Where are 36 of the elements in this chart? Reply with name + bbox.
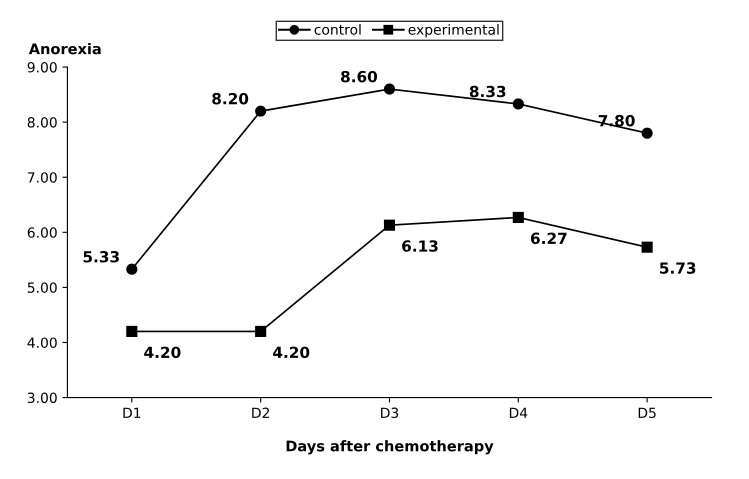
point [126, 264, 138, 275]
point [642, 128, 653, 139]
data-label: 4.20 [144, 346, 180, 358]
x-tick-label: D2 [252, 408, 270, 418]
y-tick-label: 9.00 [28, 62, 57, 73]
y-tick-label: 4.00 [27, 337, 57, 348]
data-label: 8.60 [341, 70, 378, 82]
point [384, 220, 396, 231]
y-tick-label: 8.00 [28, 117, 57, 128]
point [384, 84, 396, 95]
data-label: 6.13 [402, 240, 438, 252]
point [512, 98, 524, 110]
x-axis-title: Days after chemotherapy [286, 440, 494, 454]
legend-label: control [314, 24, 361, 35]
data-label: 5.33 [84, 250, 119, 263]
data-label: 8.33 [470, 86, 506, 98]
x-tick-label: D5 [638, 408, 656, 418]
x-tick-label: D1 [123, 408, 140, 418]
point [255, 326, 266, 338]
point [255, 106, 266, 117]
point [642, 242, 653, 253]
x-tick-label: D4 [510, 408, 528, 418]
legend-label: experimental [408, 24, 499, 38]
y-tick-label: 6.00 [28, 227, 57, 238]
data-label: 6.27 [530, 232, 566, 244]
point [512, 212, 524, 223]
point [126, 326, 138, 338]
y-tick-label: 3.00 [28, 392, 57, 404]
y-axis-title: Anorexia [28, 43, 101, 54]
y-tick-label: 5.00 [28, 282, 57, 293]
y-tick-label: 7.00 [28, 172, 57, 183]
x-tick-label: D3 [381, 408, 398, 418]
data-label: 7.80 [598, 114, 635, 126]
data-label: 5.73 [660, 262, 696, 274]
data-label: 8.20 [212, 92, 248, 104]
data-label: 4.20 [273, 346, 310, 358]
